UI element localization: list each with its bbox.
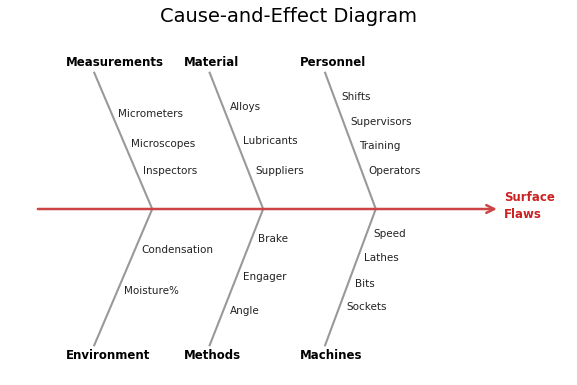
Text: Training: Training bbox=[359, 141, 400, 151]
Text: Alloys: Alloys bbox=[230, 102, 261, 112]
Text: Methods: Methods bbox=[184, 349, 241, 362]
Text: Bits: Bits bbox=[355, 279, 374, 289]
Text: Operators: Operators bbox=[368, 166, 421, 176]
Text: Microscopes: Microscopes bbox=[131, 139, 196, 149]
Text: Sockets: Sockets bbox=[346, 302, 387, 312]
Text: Condensation: Condensation bbox=[141, 245, 213, 255]
Text: Lathes: Lathes bbox=[364, 253, 399, 263]
Text: Suppliers: Suppliers bbox=[255, 166, 304, 176]
Text: Shifts: Shifts bbox=[341, 92, 370, 102]
Text: Machines: Machines bbox=[300, 349, 362, 362]
Text: Material: Material bbox=[184, 56, 239, 69]
Title: Cause-and-Effect Diagram: Cause-and-Effect Diagram bbox=[160, 7, 417, 26]
Text: Measurements: Measurements bbox=[66, 56, 164, 69]
Text: Surface
Flaws: Surface Flaws bbox=[504, 191, 555, 221]
Text: Speed: Speed bbox=[373, 229, 406, 239]
Text: Supervisors: Supervisors bbox=[350, 117, 411, 127]
Text: Inspectors: Inspectors bbox=[143, 166, 197, 176]
Text: Personnel: Personnel bbox=[300, 56, 366, 69]
Text: Brake: Brake bbox=[258, 234, 288, 244]
Text: Angle: Angle bbox=[230, 306, 260, 316]
Text: Moisture%: Moisture% bbox=[124, 286, 179, 296]
Text: Micrometers: Micrometers bbox=[118, 109, 183, 119]
Text: Engager: Engager bbox=[243, 272, 287, 282]
Text: Environment: Environment bbox=[66, 349, 151, 362]
Text: Lubricants: Lubricants bbox=[243, 136, 298, 146]
